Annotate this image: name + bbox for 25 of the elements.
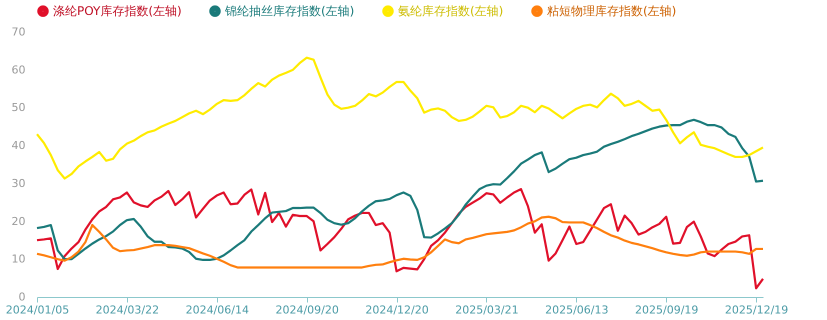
- y-tick-label: 60: [12, 63, 26, 76]
- line-series: [36, 118, 764, 261]
- x-tick-label: 2025/03/21: [455, 304, 519, 316]
- x-tick-label: 2025/12/19: [724, 304, 788, 316]
- y-tick-label: 0: [18, 290, 26, 304]
- line-series: [36, 56, 764, 180]
- legend-label: 粘短物理库存指数(左轴): [547, 4, 676, 18]
- y-tick-label: 30: [12, 176, 26, 190]
- y-tick-label: 10: [12, 252, 26, 266]
- y-tick-label: 70: [12, 26, 26, 38]
- x-tick-label: 2024/03/22: [96, 304, 160, 316]
- x-tick-label: 2025/09/19: [634, 304, 698, 316]
- x-tick-label: 2024/09/20: [275, 304, 339, 316]
- legend-label: 氨纶库存指数(左轴): [398, 4, 504, 18]
- y-tick-label: 20: [12, 214, 26, 228]
- line-series: [36, 188, 764, 290]
- x-tick-label: 2024/06/14: [186, 304, 249, 316]
- y-tick-label: 40: [12, 139, 26, 152]
- line-series: [36, 216, 764, 269]
- legend-label: 锦纶抽丝库存指数(左轴): [224, 4, 354, 18]
- x-tick-label: 2024/01/05: [6, 304, 70, 316]
- x-tick-label: 2025/06/13: [545, 304, 609, 316]
- legend-label: 涤纶POY库存指数(左轴): [53, 4, 182, 18]
- y-tick-label: 50: [12, 101, 26, 114]
- x-tick-label: 2024/12/20: [365, 304, 429, 316]
